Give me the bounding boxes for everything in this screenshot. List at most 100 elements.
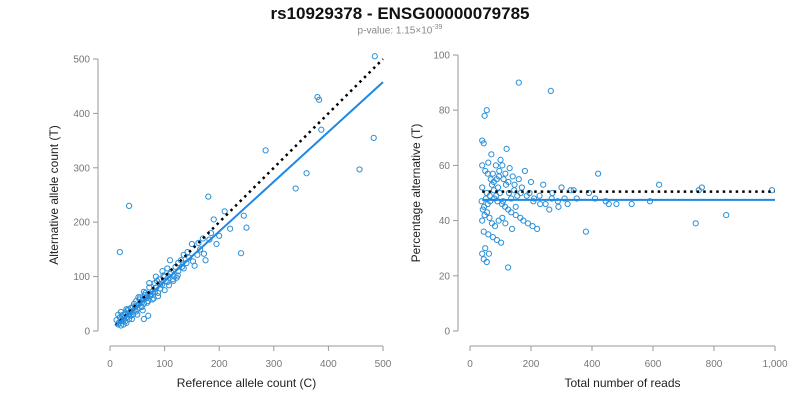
data-point <box>591 195 599 202</box>
data-point <box>502 170 509 177</box>
data-point <box>316 96 323 103</box>
y-tick-label: 40 <box>439 216 451 227</box>
data-point <box>512 203 519 210</box>
data-point <box>166 257 174 264</box>
data-point <box>500 176 507 183</box>
x-tick-label: 300 <box>265 359 282 370</box>
data-point <box>499 214 506 221</box>
data-point <box>558 184 565 191</box>
data-point <box>165 282 173 289</box>
data-point <box>216 232 223 239</box>
data-point <box>530 195 538 202</box>
data-point <box>262 147 269 154</box>
data-point <box>492 162 500 169</box>
data-point <box>152 273 159 280</box>
data-point <box>555 203 562 210</box>
data-point <box>496 167 503 175</box>
data-point <box>356 166 363 173</box>
percentage-alternative-scatter-plot: 0 20 40 60 80 100 0 200 400 600 800 1,000 Total numb… <box>409 51 788 391</box>
data-point <box>489 170 496 177</box>
data-point <box>199 235 206 242</box>
data-point <box>134 311 141 318</box>
data-point <box>509 173 516 180</box>
x-tick-label: 500 <box>375 359 392 370</box>
data-point <box>512 211 519 219</box>
data-point <box>546 206 553 213</box>
data-point <box>161 287 168 294</box>
data-point <box>498 239 505 246</box>
data-point <box>567 187 574 194</box>
x-axis-title: Total number of reads <box>564 376 680 390</box>
data-point <box>515 79 522 86</box>
data-point <box>146 280 153 287</box>
y-tick-label: 80 <box>439 106 451 117</box>
data-point <box>646 198 654 205</box>
data-point <box>485 159 492 166</box>
data-point <box>564 200 571 208</box>
data-point <box>529 223 536 230</box>
data-point <box>174 272 181 279</box>
data-point <box>480 228 487 235</box>
data-point <box>493 236 500 244</box>
data-point <box>292 185 299 192</box>
data-point <box>605 200 612 208</box>
x-tick-label: 400 <box>584 359 601 370</box>
data-point <box>503 145 510 152</box>
data-point <box>502 220 509 227</box>
data-point <box>137 299 144 306</box>
data-point <box>164 265 171 272</box>
chart-title: rs10929378 - ENSG00000079785 <box>270 4 530 23</box>
data-point <box>240 212 247 219</box>
x-tick-label: 400 <box>320 359 337 370</box>
x-tick-label: 600 <box>645 359 662 370</box>
data-point <box>534 225 541 232</box>
data-point <box>547 87 554 94</box>
data-point <box>483 258 490 266</box>
data-point <box>518 184 525 191</box>
x-tick-label: 200 <box>523 359 540 370</box>
y-tick-label: 20 <box>439 271 451 282</box>
data-point <box>554 198 561 205</box>
data-point <box>479 250 486 257</box>
data-point <box>517 189 524 197</box>
data-point <box>595 170 602 177</box>
data-point <box>188 240 195 248</box>
data-point <box>170 277 177 285</box>
y-tick-label: 100 <box>433 51 450 62</box>
data-point <box>536 192 543 199</box>
data-point <box>542 200 549 208</box>
data-point <box>521 167 529 175</box>
data-point <box>495 217 502 224</box>
data-point <box>227 225 234 232</box>
data-point <box>548 195 555 202</box>
data-point <box>139 307 146 314</box>
data-point <box>117 308 125 316</box>
data-point <box>116 249 123 256</box>
data-point <box>479 162 486 169</box>
y-tick-label: 400 <box>73 109 90 120</box>
data-point <box>490 187 497 194</box>
data-point <box>494 184 502 191</box>
data-point <box>493 192 500 199</box>
data-point <box>482 245 489 252</box>
data-point <box>133 308 140 315</box>
data-point <box>371 53 378 60</box>
data-point <box>485 231 492 238</box>
data-point <box>491 223 499 230</box>
data-point <box>128 315 135 323</box>
data-point <box>481 112 488 119</box>
data-point <box>200 250 208 257</box>
data-point <box>129 311 137 318</box>
data-point <box>126 315 133 323</box>
data-point <box>483 107 490 114</box>
data-point <box>479 206 486 213</box>
data-point <box>206 236 213 243</box>
y-axis-title: Percentage alternative (T) <box>409 124 423 263</box>
data-point <box>656 181 663 188</box>
data-point <box>508 225 516 232</box>
data-point <box>514 192 521 199</box>
reference-dotted-line <box>114 58 384 327</box>
data-point <box>479 217 486 224</box>
data-point <box>493 176 500 183</box>
data-point <box>527 178 535 186</box>
